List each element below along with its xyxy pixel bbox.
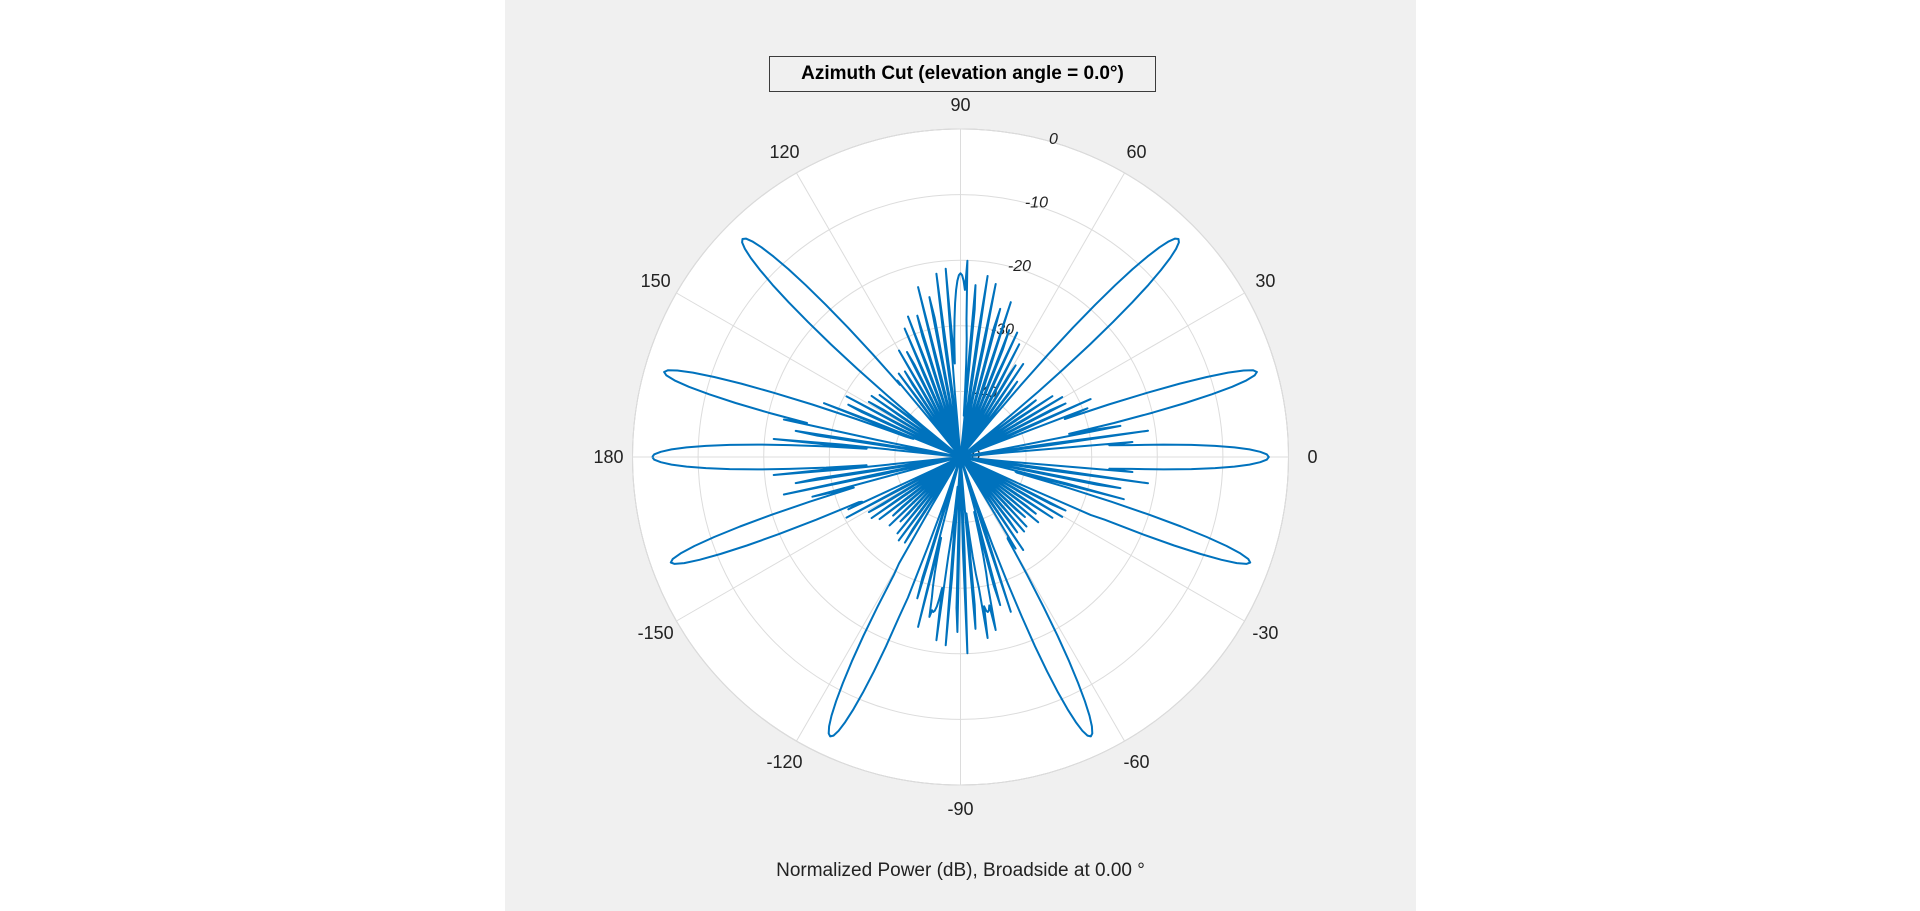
chart-caption: Normalized Power (dB), Broadside at 0.00… — [776, 860, 1145, 881]
figure-panel: 0 30 60 90 120 150 180 -150 -120 -90 -60 -30 0 -10 -20… — [505, 0, 1416, 911]
theta-tick-label: 0 — [1307, 447, 1317, 467]
pattern-line — [651, 237, 1270, 738]
theta-grid-line — [960, 456, 1125, 742]
theta-tick-label: -90 — [947, 799, 973, 819]
theta-tick-label: -60 — [1123, 752, 1149, 772]
theta-tick-label: 120 — [769, 142, 799, 162]
theta-tick-label: 150 — [641, 271, 671, 291]
theta-tick-label: 60 — [1126, 142, 1146, 162]
theta-tick-label: -30 — [1252, 623, 1278, 643]
chart-title: Azimuth Cut (elevation angle = 0.0°) — [769, 56, 1156, 92]
r-tick-label: -20 — [1008, 258, 1031, 275]
r-tick-label: 0 — [1049, 131, 1058, 148]
theta-tick-label: 90 — [950, 95, 970, 115]
theta-tick-label: 30 — [1255, 271, 1275, 291]
r-tick-label: -10 — [1025, 195, 1048, 212]
theta-tick-label: -150 — [638, 623, 674, 643]
theta-tick-label: -120 — [766, 752, 802, 772]
theta-tick-label: 180 — [593, 447, 623, 467]
polar-plot: 0 30 60 90 120 150 180 -150 -120 -90 -60 -30 0 -10 -20… — [593, 95, 1317, 819]
